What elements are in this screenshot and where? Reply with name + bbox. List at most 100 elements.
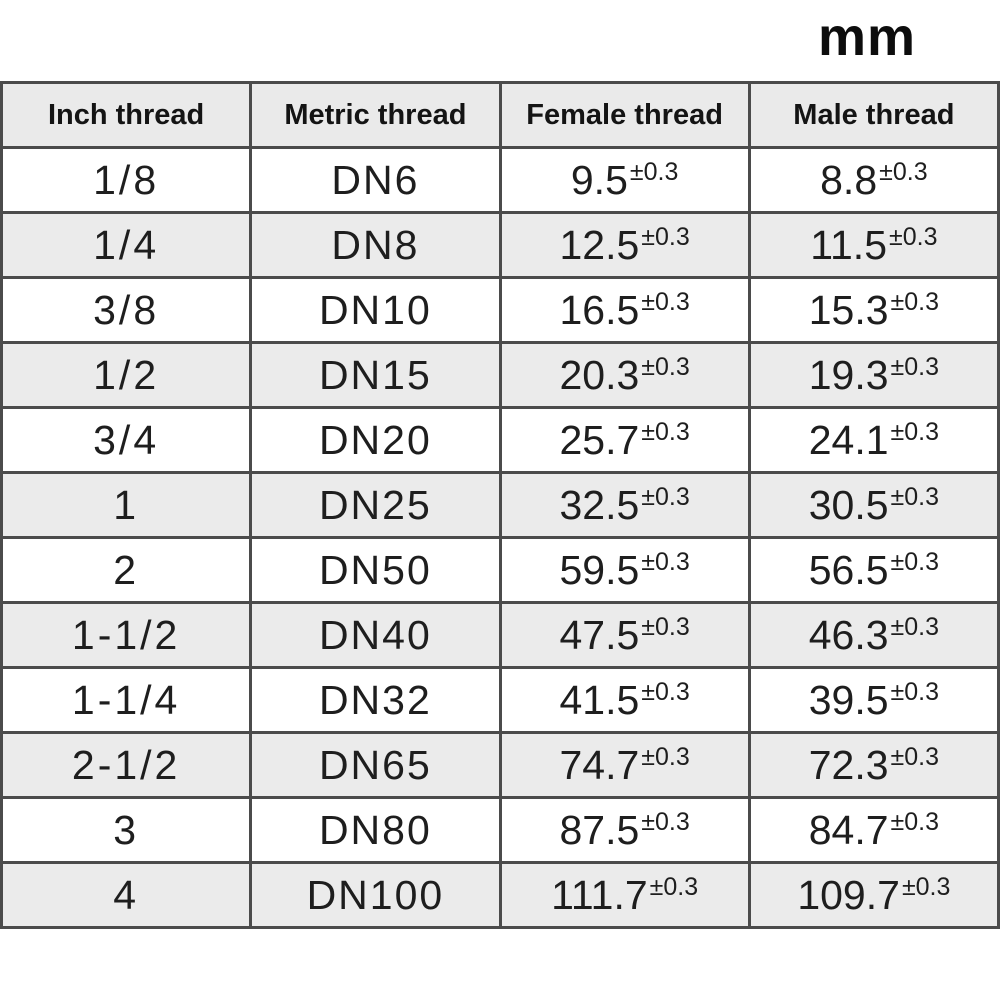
- female-thread-cell: 16.5±0.3: [498, 276, 751, 344]
- female-thread-cell: 111.7±0.3: [498, 861, 751, 929]
- unit-label: mm: [817, 7, 916, 67]
- female-thread-value: 25.7: [559, 416, 640, 463]
- male-thread-value: 30.5: [808, 481, 889, 528]
- table-row: 3/8 DN10 16.5±0.3 15.3±0.3: [0, 276, 1000, 344]
- female-thread-cell: 32.5±0.3: [498, 471, 751, 539]
- table-row: 1/4 DN8 12.5±0.3 11.5±0.3: [0, 211, 1000, 279]
- female-thread-value: 87.5: [559, 806, 640, 853]
- metric-thread-cell: DN8: [249, 211, 502, 279]
- male-thread-value: 46.3: [808, 611, 889, 658]
- tolerance-superscript: ±0.3: [641, 222, 690, 251]
- female-thread-value: 32.5: [559, 481, 640, 528]
- table-header-row: Inch thread Metric thread Female thread …: [0, 81, 1000, 149]
- female-thread-cell: 41.5±0.3: [498, 666, 751, 734]
- male-thread-value: 109.7: [797, 871, 900, 918]
- inch-thread-cell: 2: [0, 536, 253, 604]
- metric-thread-cell: DN20: [249, 406, 502, 474]
- table-row: 3/4 DN20 25.7±0.3 24.1±0.3: [0, 406, 1000, 474]
- table-header: Inch thread Metric thread Female thread …: [0, 81, 1000, 149]
- female-thread-value: 47.5: [559, 611, 640, 658]
- table-body: 1/8 DN6 9.5±0.3 8.8±0.3 1/4 DN8 12.5±0.3 11.5±0…: [0, 146, 1000, 929]
- tolerance-superscript: ±0.3: [890, 807, 940, 836]
- tolerance-superscript: ±0.3: [890, 742, 940, 771]
- table-row: 1 DN25 32.5±0.3 30.5±0.3: [0, 471, 1000, 539]
- tolerance-superscript: ±0.3: [890, 417, 940, 446]
- inch-thread-cell: 3/4: [0, 406, 253, 474]
- male-thread-value: 56.5: [808, 546, 889, 593]
- header-female-thread: Female thread: [498, 81, 751, 149]
- female-thread-cell: 20.3±0.3: [498, 341, 751, 409]
- tolerance-superscript: ±0.3: [641, 612, 690, 641]
- tolerance-superscript: ±0.3: [890, 482, 940, 511]
- tolerance-superscript: ±0.3: [641, 677, 690, 706]
- metric-thread-cell: DN100: [249, 861, 502, 929]
- male-thread-value: 39.5: [808, 676, 889, 723]
- table-row: 1/2 DN15 20.3±0.3 19.3±0.3: [0, 341, 1000, 409]
- inch-thread-cell: 3/8: [0, 276, 253, 344]
- male-thread-cell: 56.5±0.3: [747, 536, 1000, 604]
- male-thread-value: 15.3: [808, 286, 889, 333]
- tolerance-superscript: ±0.3: [641, 482, 690, 511]
- female-thread-value: 16.5: [559, 286, 640, 333]
- male-thread-cell: 8.8±0.3: [747, 146, 1000, 214]
- male-thread-cell: 15.3±0.3: [747, 276, 1000, 344]
- male-thread-cell: 109.7±0.3: [747, 861, 1000, 929]
- male-thread-cell: 11.5±0.3: [747, 211, 1000, 279]
- tolerance-superscript: ±0.3: [901, 872, 951, 901]
- male-thread-value: 11.5: [810, 221, 888, 268]
- header-male-thread: Male thread: [747, 81, 1000, 149]
- female-thread-cell: 59.5±0.3: [498, 536, 751, 604]
- metric-thread-cell: DN6: [249, 146, 502, 214]
- metric-thread-cell: DN10: [249, 276, 502, 344]
- header-metric-thread: Metric thread: [249, 81, 502, 149]
- table-row: 3 DN80 87.5±0.3 84.7±0.3: [0, 796, 1000, 864]
- inch-thread-cell: 1-1/4: [0, 666, 253, 734]
- inch-thread-cell: 1: [0, 471, 253, 539]
- female-thread-value: 59.5: [559, 546, 640, 593]
- metric-thread-cell: DN65: [249, 731, 502, 799]
- tolerance-superscript: ±0.3: [890, 547, 940, 576]
- female-thread-value: 20.3: [559, 351, 640, 398]
- inch-thread-cell: 3: [0, 796, 253, 864]
- tolerance-superscript: ±0.3: [629, 157, 679, 186]
- metric-thread-cell: DN32: [249, 666, 502, 734]
- male-thread-cell: 19.3±0.3: [747, 341, 1000, 409]
- tolerance-superscript: ±0.3: [641, 547, 690, 576]
- tolerance-superscript: ±0.3: [890, 352, 940, 381]
- inch-thread-cell: 1-1/2: [0, 601, 253, 669]
- table-row: 2-1/2 DN65 74.7±0.3 72.3±0.3: [0, 731, 1000, 799]
- female-thread-value: 74.7: [559, 741, 640, 788]
- inch-thread-cell: 1/8: [0, 146, 253, 214]
- metric-thread-cell: DN15: [249, 341, 502, 409]
- tolerance-superscript: ±0.3: [890, 612, 940, 641]
- inch-thread-cell: 4: [0, 861, 253, 929]
- table-row: 1-1/2 DN40 47.5±0.3 46.3±0.3: [0, 601, 1000, 669]
- male-thread-cell: 24.1±0.3: [747, 406, 1000, 474]
- inch-thread-cell: 1/4: [0, 211, 253, 279]
- metric-thread-cell: DN80: [249, 796, 502, 864]
- table-row: 4 DN100 111.7±0.3 109.7±0.3: [0, 861, 1000, 929]
- female-thread-value: 41.5: [559, 676, 640, 723]
- inch-thread-cell: 2-1/2: [0, 731, 253, 799]
- female-thread-value: 12.5: [559, 221, 640, 268]
- male-thread-value: 19.3: [808, 351, 889, 398]
- female-thread-cell: 74.7±0.3: [498, 731, 751, 799]
- male-thread-value: 72.3: [808, 741, 889, 788]
- tolerance-superscript: ±0.3: [890, 677, 940, 706]
- table-row: 1/8 DN6 9.5±0.3 8.8±0.3: [0, 146, 1000, 214]
- female-thread-value: 111.7: [551, 871, 648, 918]
- tolerance-superscript: ±0.3: [649, 872, 699, 901]
- inch-thread-cell: 1/2: [0, 341, 253, 409]
- female-thread-cell: 25.7±0.3: [498, 406, 751, 474]
- metric-thread-cell: DN40: [249, 601, 502, 669]
- female-thread-cell: 12.5±0.3: [498, 211, 751, 279]
- female-thread-value: 9.5: [570, 156, 628, 203]
- table-row: 2 DN50 59.5±0.3 56.5±0.3: [0, 536, 1000, 604]
- female-thread-cell: 47.5±0.3: [498, 601, 751, 669]
- male-thread-cell: 30.5±0.3: [747, 471, 1000, 539]
- tolerance-superscript: ±0.3: [641, 742, 690, 771]
- metric-thread-cell: DN50: [249, 536, 502, 604]
- tolerance-superscript: ±0.3: [641, 352, 690, 381]
- tolerance-superscript: ±0.3: [890, 287, 940, 316]
- male-thread-cell: 39.5±0.3: [747, 666, 1000, 734]
